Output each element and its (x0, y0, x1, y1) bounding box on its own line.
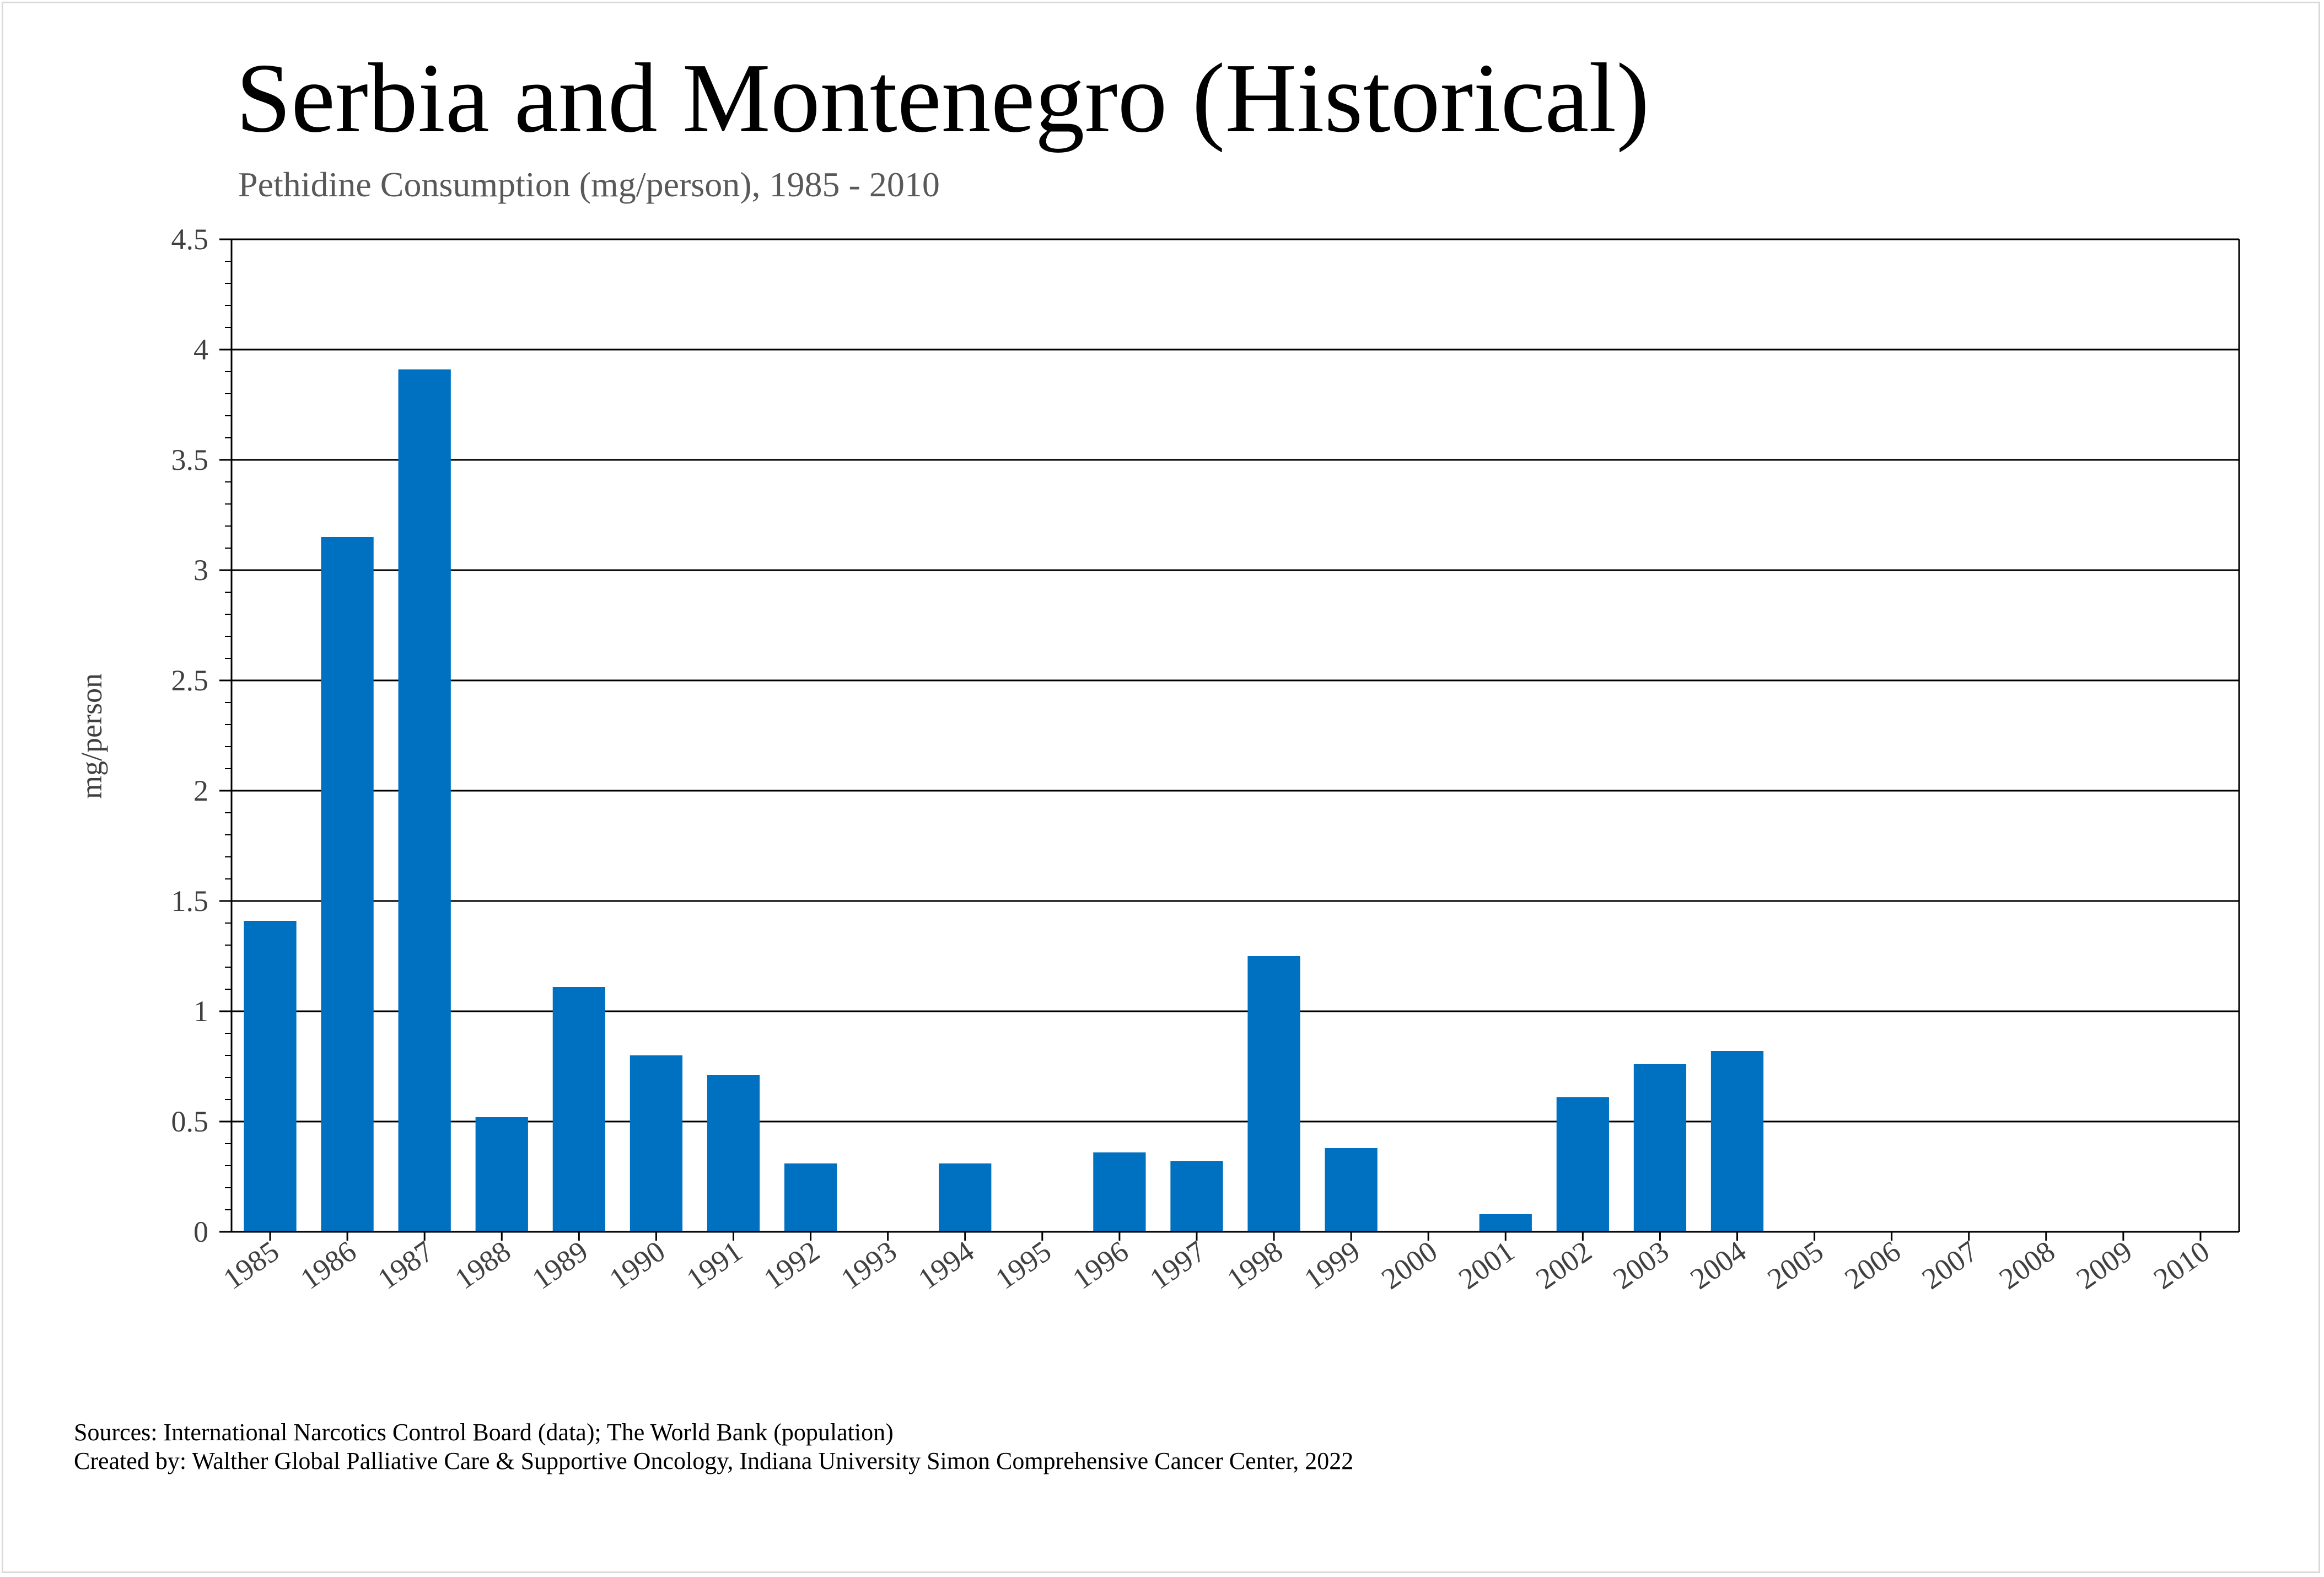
x-tick-label: 1987 (372, 1235, 439, 1296)
x-tick-label: 1991 (680, 1235, 748, 1296)
bar-1996 (1093, 1152, 1146, 1232)
bar-2004 (1710, 1051, 1764, 1232)
x-tick-label: 2001 (1452, 1235, 1520, 1296)
x-tick-label: 1997 (1144, 1235, 1212, 1296)
footer-sources: Sources: International Narcotics Control… (74, 1419, 894, 1446)
x-tick-label: 2000 (1375, 1235, 1443, 1296)
x-tick-label: 1989 (526, 1235, 594, 1296)
chart-title: Serbia and Montenegro (Historical) (236, 43, 1649, 153)
x-tick-label: 1993 (835, 1235, 903, 1296)
y-tick-label: 1.5 (171, 884, 209, 918)
bar-1985 (244, 921, 297, 1232)
y-tick-label: 4 (193, 333, 208, 366)
bar-1991 (707, 1075, 760, 1232)
y-tick-label: 2 (193, 774, 208, 807)
x-tick-label: 1988 (449, 1235, 517, 1296)
x-tick-label: 2004 (1685, 1235, 1752, 1296)
bar-1992 (784, 1163, 837, 1232)
bar-1988 (475, 1117, 528, 1232)
bar-1989 (552, 987, 605, 1232)
bar-2002 (1556, 1097, 1609, 1232)
axes (219, 238, 2240, 1241)
bar-1998 (1247, 956, 1300, 1232)
y-tick-label: 4.5 (171, 223, 209, 256)
x-tick-label: 1994 (912, 1235, 980, 1296)
x-tick-label: 1992 (758, 1235, 826, 1296)
x-tick-label: 1996 (1067, 1235, 1134, 1296)
y-axis-label: mg/person (75, 673, 108, 799)
x-tick-label: 2005 (1762, 1235, 1830, 1296)
x-tick-label: 2007 (1916, 1235, 1984, 1296)
x-tick-label: 2003 (1607, 1235, 1675, 1296)
bar-2001 (1479, 1214, 1532, 1232)
y-tick-label: 1 (193, 995, 208, 1028)
bars (244, 369, 1764, 1232)
x-tick-label: 2010 (2148, 1235, 2215, 1296)
bar-1986 (321, 537, 374, 1232)
x-tick-label: 1986 (294, 1235, 362, 1296)
x-tick-label: 2009 (2070, 1235, 2138, 1296)
x-tick-label: 1985 (217, 1235, 285, 1296)
bar-1990 (630, 1055, 683, 1232)
bar-1997 (1170, 1161, 1223, 1232)
gridlines (232, 238, 2239, 1123)
x-tick-label: 1995 (989, 1235, 1057, 1296)
bar-2003 (1633, 1064, 1687, 1232)
y-tick-label: 3 (193, 554, 208, 587)
bar-1994 (939, 1163, 992, 1232)
x-tick-label: 2006 (1839, 1235, 1907, 1296)
bar-1999 (1325, 1148, 1378, 1232)
x-tick-label: 1999 (1298, 1235, 1366, 1296)
y-tick-label: 0.5 (171, 1105, 209, 1138)
x-tick-label: 1990 (603, 1235, 671, 1296)
x-tick-label: 2008 (1993, 1235, 2061, 1296)
y-tick-label: 3.5 (171, 443, 209, 476)
y-tick-label: 2.5 (171, 664, 209, 697)
footer-created-by: Created by: Walther Global Palliative Ca… (74, 1447, 1354, 1474)
y-tick-label: 0 (193, 1215, 208, 1248)
x-tick-label: 2002 (1530, 1235, 1597, 1296)
chart-subtitle: Pethidine Consumption (mg/person), 1985 … (238, 165, 940, 204)
x-tick-label: 1998 (1221, 1235, 1289, 1296)
bar-1987 (398, 369, 451, 1232)
